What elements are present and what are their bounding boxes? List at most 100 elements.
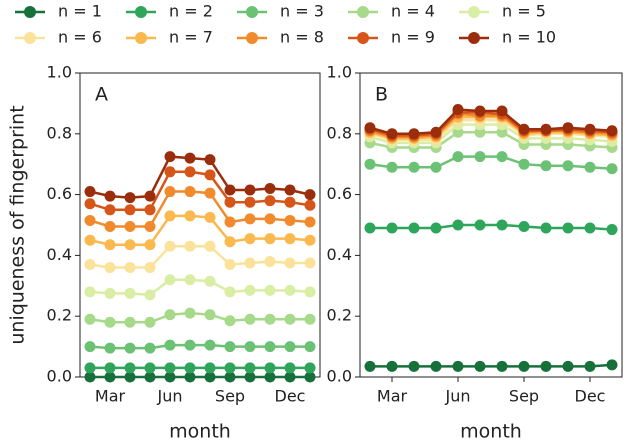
y-tick-label: 0.8 [327, 123, 352, 142]
legend-label: n = 5 [502, 2, 546, 21]
data-point [124, 371, 136, 383]
data-point [540, 123, 552, 135]
data-point [518, 158, 530, 170]
data-point [264, 233, 276, 245]
data-point [264, 255, 276, 267]
y-tick-label: 0.4 [327, 245, 352, 264]
data-point [184, 274, 196, 286]
x-tick-label: Dec [275, 387, 306, 406]
data-point [104, 239, 116, 251]
data-point [304, 362, 316, 374]
data-point [124, 262, 136, 274]
data-point [144, 371, 156, 383]
data-point [224, 286, 236, 298]
data-point [244, 213, 256, 225]
panel-label: B [375, 84, 388, 106]
data-point [204, 240, 216, 252]
data-point [304, 286, 316, 298]
plot-frame [79, 72, 321, 378]
legend-marker [468, 6, 480, 18]
data-point [224, 362, 236, 374]
y-tick-label: 0.4 [47, 245, 72, 264]
data-point [204, 154, 216, 166]
data-point [264, 183, 276, 195]
data-point [284, 257, 296, 269]
legend-label: n = 2 [169, 2, 213, 21]
data-point [496, 219, 508, 231]
data-point [518, 123, 530, 135]
data-point [144, 262, 156, 274]
data-point [144, 204, 156, 216]
y-tick-label: 0.8 [47, 123, 72, 142]
data-point [496, 360, 508, 372]
data-point [124, 204, 136, 216]
data-point [244, 284, 256, 296]
data-point [304, 313, 316, 325]
data-point [84, 313, 96, 325]
data-point [386, 360, 398, 372]
legend-label: n = 6 [58, 28, 102, 47]
data-point [452, 126, 464, 138]
data-point [408, 128, 420, 140]
data-point [84, 362, 96, 374]
legend-marker [468, 32, 480, 44]
data-point [124, 362, 136, 374]
data-point [224, 341, 236, 353]
data-point [264, 313, 276, 325]
y-tick-label: 0.6 [327, 184, 352, 203]
legend-marker [246, 6, 258, 18]
legend-label: n = 9 [391, 28, 435, 47]
data-point [84, 186, 96, 198]
legend-marker [135, 6, 147, 18]
data-point [164, 362, 176, 374]
data-point [430, 222, 442, 234]
data-point [304, 371, 316, 383]
data-point [474, 126, 486, 138]
y-tick-label: 0.0 [47, 367, 72, 386]
x-tick-label: Mar [95, 387, 126, 406]
data-point [104, 362, 116, 374]
data-point [244, 362, 256, 374]
series-line [89, 343, 310, 350]
data-point [540, 222, 552, 234]
data-point [562, 122, 574, 134]
data-point [364, 360, 376, 372]
data-point [284, 233, 296, 245]
data-point [184, 166, 196, 178]
legend-label: n = 7 [169, 28, 213, 47]
series-line [89, 278, 311, 297]
data-point [452, 103, 464, 115]
data-point [184, 362, 196, 374]
data-point [144, 362, 156, 374]
data-point [606, 163, 618, 175]
x-tick-label: Sep [509, 387, 539, 406]
data-point [284, 313, 296, 325]
series-line [369, 155, 613, 171]
y-tick-label: 1.0 [47, 63, 72, 82]
data-point [224, 196, 236, 208]
data-point [386, 222, 398, 234]
data-point [244, 341, 256, 353]
data-point [518, 221, 530, 233]
data-point [430, 360, 442, 372]
series-line [370, 363, 613, 368]
data-point [164, 186, 176, 198]
data-point [204, 211, 216, 223]
data-point [84, 234, 96, 246]
x-tick-label: Jun [157, 387, 183, 406]
data-point [84, 214, 96, 226]
data-point [284, 371, 296, 383]
data-point [124, 192, 136, 204]
data-point [104, 287, 116, 299]
legend-marker [246, 32, 258, 44]
data-point [104, 316, 116, 328]
data-point [204, 362, 216, 374]
data-point [364, 122, 376, 134]
data-point [474, 219, 486, 231]
data-point [518, 360, 530, 372]
data-point [84, 198, 96, 210]
data-point [224, 259, 236, 271]
legend-label: n = 1 [58, 2, 102, 21]
data-point [204, 309, 216, 321]
